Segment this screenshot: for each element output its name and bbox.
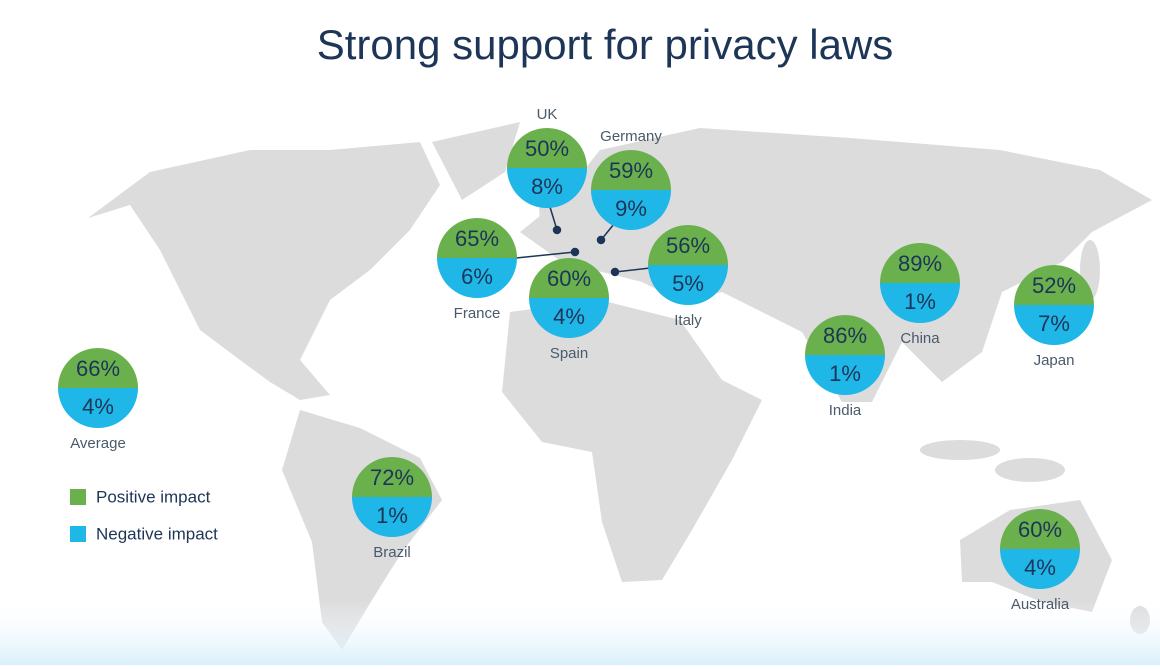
negative-half	[805, 355, 885, 395]
negative-value: 6%	[461, 264, 493, 289]
negative-half	[1000, 549, 1080, 589]
negative-value: 1%	[829, 361, 861, 386]
legend-label: Negative impact	[96, 524, 218, 543]
negative-value: 4%	[82, 394, 114, 419]
negative-half	[591, 190, 671, 230]
positive-half	[437, 218, 517, 258]
region-name: Japan	[1034, 352, 1075, 369]
region-name: India	[829, 402, 862, 419]
positive-half	[352, 457, 432, 497]
negative-half	[529, 298, 609, 338]
region-name: UK	[537, 106, 558, 123]
positive-value: 52%	[1032, 273, 1076, 298]
positive-value: 89%	[898, 251, 942, 276]
positive-half	[805, 315, 885, 355]
legend-swatch-positive	[70, 489, 86, 505]
negative-half	[58, 388, 138, 428]
region-name: China	[900, 330, 940, 347]
region-name: Germany	[600, 128, 662, 145]
negative-value: 4%	[1024, 555, 1056, 580]
world-map	[88, 122, 1152, 650]
negative-half	[648, 265, 728, 305]
region-name: France	[454, 305, 501, 322]
positive-value: 72%	[370, 465, 414, 490]
negative-value: 5%	[672, 271, 704, 296]
title: Strong support for privacy laws	[317, 21, 894, 68]
positive-value: 59%	[609, 158, 653, 183]
connectors	[515, 206, 651, 277]
positive-value: 65%	[455, 226, 499, 251]
positive-half	[880, 243, 960, 283]
positive-value: 50%	[525, 136, 569, 161]
positive-half	[648, 225, 728, 265]
positive-half	[529, 258, 609, 298]
positive-half	[1014, 265, 1094, 305]
positive-value: 60%	[1018, 517, 1062, 542]
legend: Positive impact Negative impact	[70, 487, 218, 543]
negative-half	[437, 258, 517, 298]
negative-half	[352, 497, 432, 537]
negative-value: 1%	[376, 503, 408, 528]
negative-half	[1014, 305, 1094, 345]
negative-value: 7%	[1038, 311, 1070, 336]
region-circles: 50% 8% UK 59% 9% Germany 65% 6% France 60% 4% Spain…	[58, 106, 1094, 613]
negative-value: 8%	[531, 174, 563, 199]
positive-half	[507, 128, 587, 168]
negative-value: 9%	[615, 196, 647, 221]
positive-half	[591, 150, 671, 190]
bottom-fade	[0, 600, 1160, 665]
positive-value: 86%	[823, 323, 867, 348]
legend-swatch-negative	[70, 526, 86, 542]
region-name: Average	[70, 435, 126, 452]
positive-value: 56%	[666, 233, 710, 258]
positive-value: 60%	[547, 266, 591, 291]
region-name: Italy	[674, 312, 702, 329]
negative-half	[880, 283, 960, 323]
positive-half	[58, 348, 138, 388]
legend-label: Positive impact	[96, 487, 211, 506]
region-name: Brazil	[373, 544, 411, 561]
region-name: Australia	[1011, 596, 1070, 613]
negative-value: 1%	[904, 289, 936, 314]
positive-half	[1000, 509, 1080, 549]
positive-value: 66%	[76, 356, 120, 381]
negative-half	[507, 168, 587, 208]
negative-value: 4%	[553, 304, 585, 329]
region-name: Spain	[550, 345, 588, 362]
